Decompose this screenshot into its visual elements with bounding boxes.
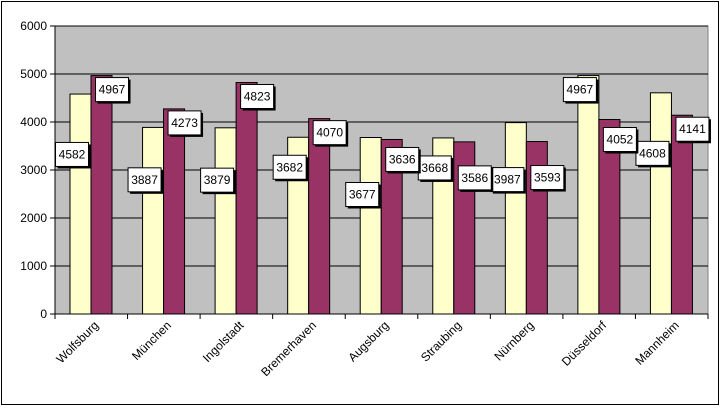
data-label-text: 3636	[389, 152, 416, 166]
bar-series-2	[235, 81, 258, 315]
data-label-box	[417, 155, 452, 181]
data-label-text: 4273	[171, 116, 198, 130]
bar-series-2	[308, 118, 331, 315]
data-label-text: 3987	[494, 173, 521, 187]
data-label-box	[272, 154, 307, 180]
y-tick-label: 1000	[20, 259, 47, 273]
bar-series-1	[69, 93, 92, 315]
x-category-label: Augsburg	[345, 318, 391, 364]
data-label-text: 4967	[567, 83, 594, 97]
y-tick-label: 4000	[20, 115, 47, 129]
data-label-box	[490, 167, 525, 193]
data-label-box	[562, 77, 597, 103]
data-label-box	[457, 165, 492, 191]
y-tick-label: 0	[40, 307, 47, 321]
data-label: 3593	[530, 165, 566, 192]
data-label-box	[635, 140, 670, 166]
data-label-box	[345, 182, 380, 208]
data-label: 3586	[457, 165, 494, 192]
data-label-text: 3586	[461, 171, 488, 185]
data-label-text: 3879	[204, 173, 231, 187]
bar-series-1	[504, 122, 527, 315]
data-label: 3887	[127, 167, 164, 194]
data-label: 4608	[635, 140, 671, 168]
x-category-label: Straubing	[418, 318, 464, 364]
data-label: 3636	[385, 146, 421, 174]
data-label-text: 3887	[131, 173, 158, 187]
data-label-text: 3682	[276, 160, 303, 174]
data-label-box	[312, 120, 347, 146]
x-category-label: München	[129, 318, 174, 363]
bar-series-1	[577, 75, 600, 315]
x-category-label: Ingolstadt	[200, 318, 247, 365]
x-category-label: Wolfsburg	[53, 318, 101, 366]
bar-series-2	[163, 108, 186, 315]
data-label-text: 3593	[534, 171, 561, 185]
data-label-text: 3668	[421, 161, 448, 175]
data-label-text: 4823	[244, 89, 271, 103]
data-label: 4823	[240, 83, 276, 111]
y-tick-label: 3000	[20, 163, 47, 177]
data-label: 3987	[490, 167, 526, 194]
data-label: 3677	[345, 182, 381, 209]
bar-series-1	[142, 126, 165, 315]
data-label: 3668	[417, 155, 454, 182]
data-label-box	[55, 141, 89, 167]
data-label-text: 4141	[679, 122, 706, 136]
data-label-box	[167, 110, 202, 136]
data-label-box	[530, 165, 565, 191]
data-label: 3879	[200, 167, 236, 195]
data-label-box	[675, 116, 710, 142]
bar-series-1	[649, 92, 672, 315]
data-label-text: 4608	[639, 146, 666, 160]
y-tick-label: 6000	[20, 19, 47, 33]
data-label-box	[385, 146, 420, 172]
bar-series-2	[670, 114, 693, 315]
x-category-label: Düsseldorf	[559, 318, 610, 369]
data-label-text: 4582	[59, 147, 86, 161]
data-label: 4052	[602, 127, 639, 154]
x-category-label: Mannheim	[632, 318, 682, 368]
y-tick-label: 2000	[20, 211, 47, 225]
data-label-box	[95, 77, 129, 103]
data-label: 4582	[55, 141, 91, 169]
data-label: 4070	[312, 120, 349, 147]
data-label: 4967	[562, 77, 599, 104]
data-label-text: 4070	[316, 126, 343, 140]
y-tick-label: 5000	[20, 67, 47, 81]
bar-series-1	[359, 137, 382, 315]
data-label-text: 4052	[607, 133, 634, 147]
data-label: 4273	[167, 110, 204, 137]
bar-series-1	[214, 127, 237, 315]
x-category-label: Bremerhaven	[258, 318, 319, 379]
data-label-text: 3677	[349, 188, 376, 202]
data-label: 3682	[272, 154, 309, 182]
data-label-text: 4967	[99, 83, 126, 97]
data-label-box	[200, 167, 235, 193]
bar-series-2	[90, 75, 113, 315]
data-labels: 4582 3887 3879 3682 3677 3668 3987 4967 4608 4967…	[55, 77, 711, 209]
data-label-box	[240, 83, 275, 109]
data-label: 4141	[675, 116, 711, 144]
x-category-label: Nürnberg	[491, 318, 536, 363]
data-label-box	[127, 167, 162, 193]
data-label-box	[602, 127, 637, 153]
data-label: 4967	[95, 77, 131, 104]
